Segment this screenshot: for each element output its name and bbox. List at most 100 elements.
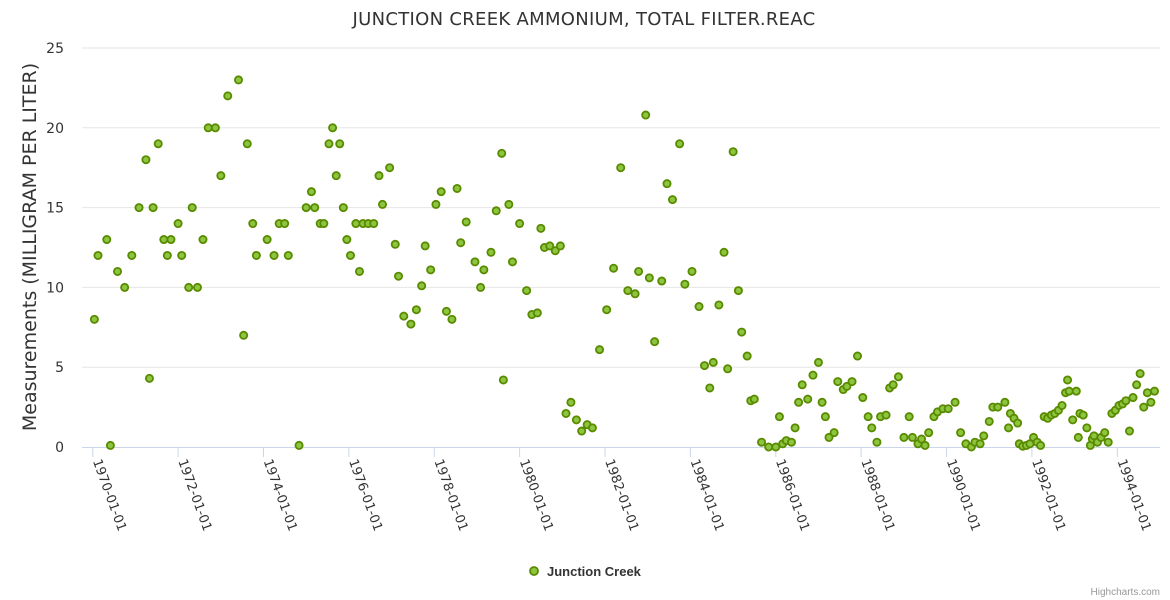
- data-point[interactable]: [907, 432, 917, 442]
- data-point[interactable]: [687, 266, 697, 276]
- data-point[interactable]: [102, 235, 112, 245]
- data-point[interactable]: [1124, 426, 1134, 436]
- data-point[interactable]: [993, 402, 1003, 412]
- data-point[interactable]: [441, 306, 451, 316]
- data-point[interactable]: [452, 183, 462, 193]
- data-point[interactable]: [803, 394, 813, 404]
- data-point[interactable]: [616, 163, 626, 173]
- data-point[interactable]: [113, 266, 123, 276]
- data-point[interactable]: [561, 408, 571, 418]
- data-point[interactable]: [335, 139, 345, 149]
- data-point[interactable]: [497, 148, 507, 158]
- data-point[interactable]: [1000, 397, 1010, 407]
- data-point[interactable]: [141, 155, 151, 165]
- data-point[interactable]: [127, 250, 137, 260]
- data-point[interactable]: [411, 305, 421, 315]
- data-point[interactable]: [1064, 386, 1074, 396]
- data-point[interactable]: [522, 286, 532, 296]
- data-point[interactable]: [507, 257, 517, 267]
- data-point[interactable]: [794, 397, 804, 407]
- data-point[interactable]: [532, 308, 542, 318]
- data-point[interactable]: [1013, 418, 1023, 428]
- data-point[interactable]: [177, 250, 187, 260]
- data-point[interactable]: [771, 442, 781, 452]
- data-point[interactable]: [310, 203, 320, 213]
- data-point[interactable]: [431, 199, 441, 209]
- data-point[interactable]: [694, 302, 704, 312]
- data-point[interactable]: [587, 423, 597, 433]
- data-point[interactable]: [498, 375, 508, 385]
- data-point[interactable]: [1150, 386, 1160, 396]
- data-point[interactable]: [719, 247, 729, 257]
- data-point[interactable]: [742, 351, 752, 361]
- data-point[interactable]: [1071, 386, 1081, 396]
- data-point[interactable]: [331, 171, 341, 181]
- data-point[interactable]: [351, 219, 361, 229]
- data-point[interactable]: [406, 319, 416, 329]
- data-point[interactable]: [675, 139, 685, 149]
- data-point[interactable]: [324, 139, 334, 149]
- data-point[interactable]: [708, 357, 718, 367]
- data-point[interactable]: [283, 250, 293, 260]
- data-point[interactable]: [975, 439, 985, 449]
- data-point[interactable]: [733, 286, 743, 296]
- data-point[interactable]: [120, 282, 130, 292]
- data-point[interactable]: [858, 393, 868, 403]
- data-point[interactable]: [566, 397, 576, 407]
- data-point[interactable]: [1139, 402, 1149, 412]
- data-point[interactable]: [328, 123, 338, 133]
- data-point[interactable]: [301, 203, 311, 213]
- data-point[interactable]: [144, 373, 154, 383]
- data-point[interactable]: [545, 241, 555, 251]
- data-point[interactable]: [786, 437, 796, 447]
- data-point[interactable]: [950, 397, 960, 407]
- data-point[interactable]: [899, 432, 909, 442]
- data-point[interactable]: [920, 440, 930, 450]
- data-point[interactable]: [486, 247, 496, 257]
- data-point[interactable]: [1068, 415, 1078, 425]
- data-point[interactable]: [1142, 388, 1152, 398]
- data-point[interactable]: [399, 311, 409, 321]
- data-point[interactable]: [1121, 396, 1131, 406]
- data-point[interactable]: [644, 273, 654, 283]
- data-point[interactable]: [354, 266, 364, 276]
- data-point[interactable]: [234, 75, 244, 85]
- data-point[interactable]: [774, 412, 784, 422]
- data-point[interactable]: [577, 426, 587, 436]
- data-point[interactable]: [105, 440, 115, 450]
- data-point[interactable]: [1073, 432, 1083, 442]
- data-point[interactable]: [476, 282, 486, 292]
- data-point[interactable]: [134, 203, 144, 213]
- data-point[interactable]: [162, 250, 172, 260]
- data-point[interactable]: [641, 110, 651, 120]
- data-point[interactable]: [728, 147, 738, 157]
- data-point[interactable]: [893, 372, 903, 382]
- data-point[interactable]: [1146, 397, 1156, 407]
- data-point[interactable]: [820, 412, 830, 422]
- data-point[interactable]: [470, 257, 480, 267]
- data-point[interactable]: [790, 423, 800, 433]
- data-point[interactable]: [680, 279, 690, 289]
- data-point[interactable]: [504, 199, 514, 209]
- data-point[interactable]: [148, 203, 158, 213]
- data-point[interactable]: [956, 428, 966, 438]
- data-point[interactable]: [833, 377, 843, 387]
- data-point[interactable]: [378, 199, 388, 209]
- data-point[interactable]: [262, 235, 272, 245]
- data-point[interactable]: [436, 187, 446, 197]
- data-point[interactable]: [294, 440, 304, 450]
- data-point[interactable]: [808, 370, 818, 380]
- legend[interactable]: Junction Creek: [529, 564, 642, 579]
- data-point[interactable]: [609, 263, 619, 273]
- data-point[interactable]: [93, 250, 103, 260]
- data-point[interactable]: [223, 91, 233, 101]
- data-point[interactable]: [888, 380, 898, 390]
- data-point[interactable]: [764, 442, 774, 452]
- data-point[interactable]: [280, 219, 290, 229]
- data-point[interactable]: [369, 219, 379, 229]
- data-point[interactable]: [700, 361, 710, 371]
- data-point[interactable]: [192, 282, 202, 292]
- data-point[interactable]: [374, 171, 384, 181]
- data-point[interactable]: [239, 330, 249, 340]
- data-point[interactable]: [1063, 375, 1073, 385]
